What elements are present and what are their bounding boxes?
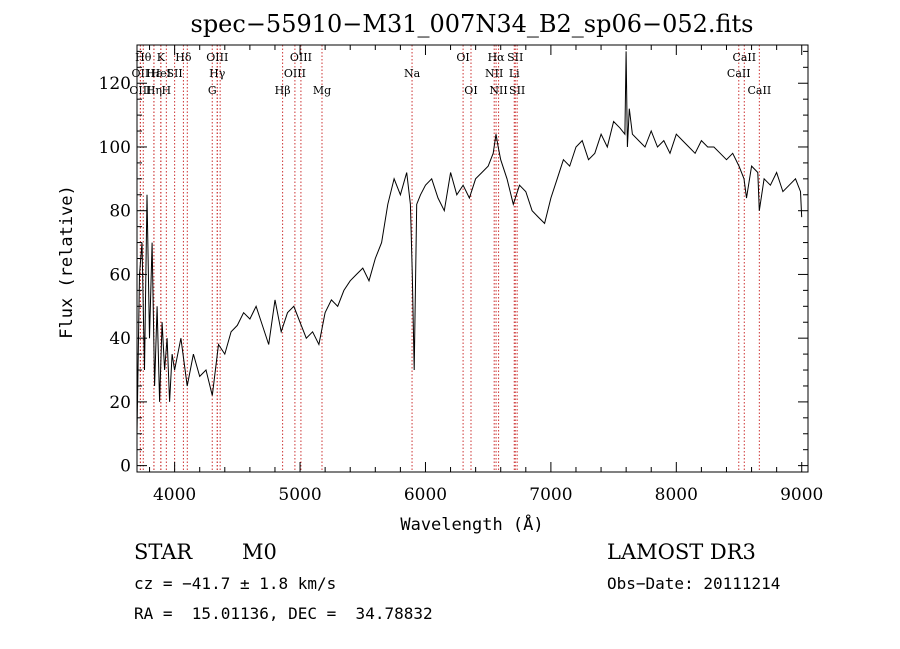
line-marker-label-23: Hα [488, 51, 506, 64]
observation-date: Obs−Date: 20111214 [607, 574, 781, 593]
y-tick-label-6: 120 [99, 74, 131, 94]
line-marker-label-22: NII [485, 67, 503, 80]
y-tick-label-5: 100 [99, 138, 131, 158]
line-marker-label-9: Hδ [175, 51, 192, 64]
plot-frame [136, 44, 809, 473]
line-marker-label-5: K [157, 51, 166, 64]
line-marker-label-30: CaII [748, 84, 772, 97]
chart-title: spec−55910−M31_007N34_B2_sp06−052.fits [191, 10, 754, 38]
line-marker-label-8: SII [167, 67, 183, 80]
line-marker-label-16: OIII [284, 67, 306, 80]
line-marker-label-19: Na [404, 67, 421, 80]
line-marker-label-17: OIII [290, 51, 312, 64]
ra-dec: RA = 15.01136, DEC = 34.78832 [134, 604, 433, 623]
y-tick-label-4: 80 [109, 202, 131, 222]
line-marker-label-6: HeI [151, 67, 171, 80]
spectrum-series-line [136, 51, 803, 434]
line-marker-label-27: SII [509, 84, 525, 97]
emission-line-markers [139, 45, 760, 472]
line-marker-label-13: Hγ [209, 67, 226, 80]
y-tick-label-3: 60 [109, 265, 131, 285]
emission-line-labels: Hθ OII OIII Hε Hη K HeI H SII Hδ G OIII Hγ Hβ OIII OIII… [129, 51, 771, 97]
x-tick-label-0: 4000 [153, 485, 196, 505]
line-marker-label-24: NII [489, 84, 507, 97]
x-axis-ticks: 4000 5000 6000 7000 8000 9000 [149, 45, 823, 505]
line-marker-label-18: Mg [313, 84, 331, 97]
x-tick-label-4: 8000 [655, 485, 698, 505]
line-marker-label-15: Hβ [275, 84, 291, 97]
line-marker-label-2: OIII [129, 84, 151, 97]
line-marker-label-0: Hθ [135, 51, 152, 64]
x-tick-label-5: 9000 [780, 485, 823, 505]
line-marker-label-25: SII [507, 51, 523, 64]
x-axis-label: Wavelength (Å) [400, 513, 543, 535]
x-tick-label-3: 7000 [529, 485, 572, 505]
line-marker-label-11: G [208, 84, 217, 97]
line-marker-label-21: OI [464, 84, 477, 97]
line-marker-label-20: OI [456, 51, 469, 64]
redshift-cz: cz = −41.7 ± 1.8 km/s [134, 574, 337, 593]
y-tick-label-0: 0 [120, 457, 131, 477]
y-axis-ticks: 0 20 40 60 80 100 120 [99, 50, 808, 477]
object-type: STAR [134, 540, 193, 564]
line-marker-label-28: CaII [727, 67, 751, 80]
x-tick-label-2: 6000 [404, 485, 447, 505]
x-tick-label-1: 5000 [278, 485, 321, 505]
line-marker-label-7: H [162, 84, 172, 97]
y-axis-label: Flux (relative) [57, 185, 77, 339]
line-marker-label-26: Li [509, 67, 520, 80]
y-tick-label-2: 40 [109, 329, 131, 349]
line-marker-label-1: OII [132, 67, 150, 80]
line-marker-label-12: OIII [206, 51, 228, 64]
y-tick-label-1: 20 [109, 393, 131, 413]
object-subclass: M0 [242, 540, 277, 564]
line-marker-label-3: Hε [146, 67, 162, 80]
line-marker-label-29: CaII [732, 51, 756, 64]
survey-name: LAMOST DR3 [607, 540, 756, 564]
line-marker-label-4: Hη [146, 84, 162, 97]
